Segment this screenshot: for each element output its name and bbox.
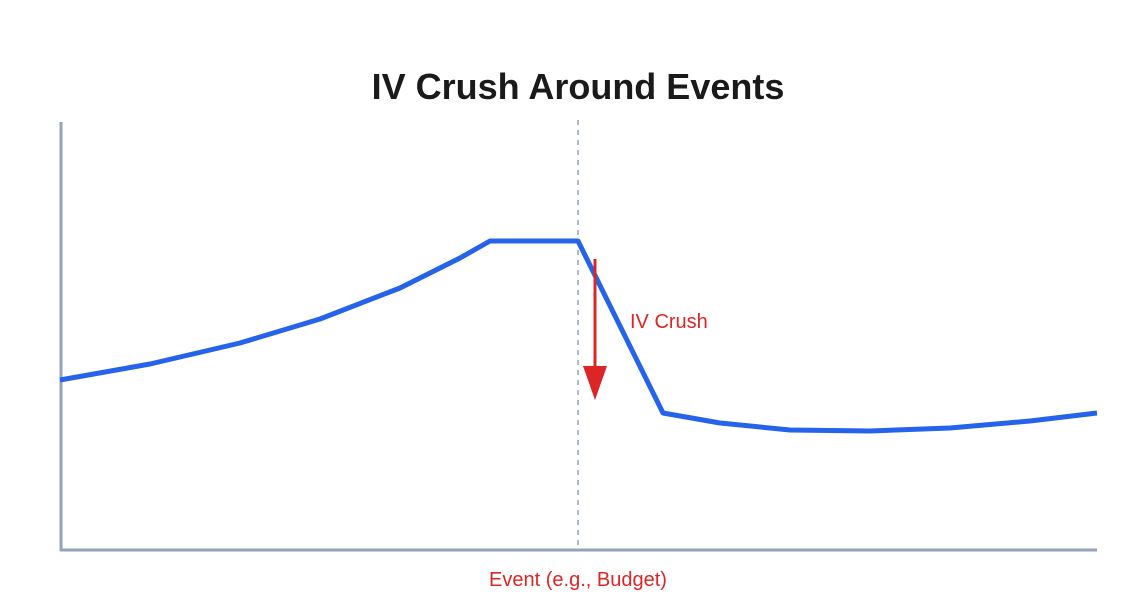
crush-label: IV Crush	[630, 311, 708, 333]
chart-title: IV Crush Around Events	[371, 66, 785, 107]
crush-arrow-head	[583, 366, 607, 400]
iv-curve	[59, 238, 1098, 434]
event-label: Event (e.g., Budget)	[489, 569, 667, 591]
